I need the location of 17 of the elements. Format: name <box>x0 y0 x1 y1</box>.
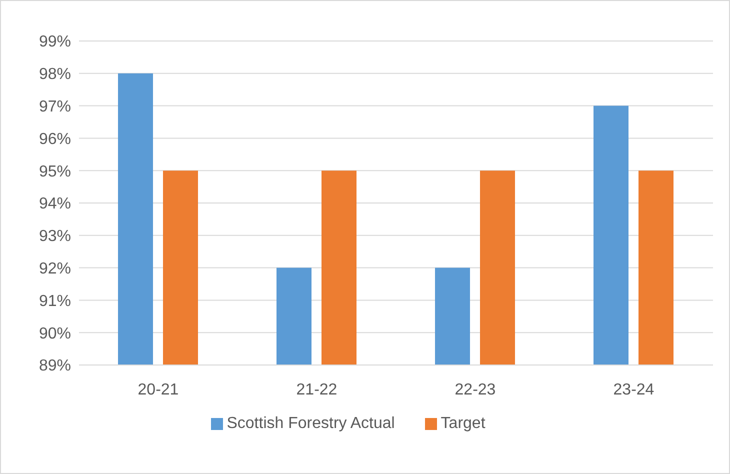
x-tick-label: 20-21 <box>138 381 179 398</box>
y-tick-label: 98% <box>38 66 71 84</box>
y-tick-label: 91% <box>38 292 71 310</box>
y-tick-label: 96% <box>38 130 71 148</box>
legend-label: Scottish Forestry Actual <box>226 415 395 432</box>
x-tick-label: 21-22 <box>296 381 338 398</box>
y-tick-label: 89% <box>38 358 71 375</box>
y-tick-label: 92% <box>38 260 71 278</box>
legend-label: Target <box>440 415 486 432</box>
y-tick-label: 99% <box>38 34 71 51</box>
y-tick-label: 93% <box>38 228 71 246</box>
y-tick-label: 94% <box>38 196 71 213</box>
x-tick-label: 22-23 <box>454 381 496 398</box>
y-tick-label: 90% <box>38 325 71 342</box>
y-tick-label: 95% <box>38 163 71 180</box>
y-tick-label: 97% <box>38 98 71 116</box>
x-tick-label: 23-24 <box>613 381 654 398</box>
